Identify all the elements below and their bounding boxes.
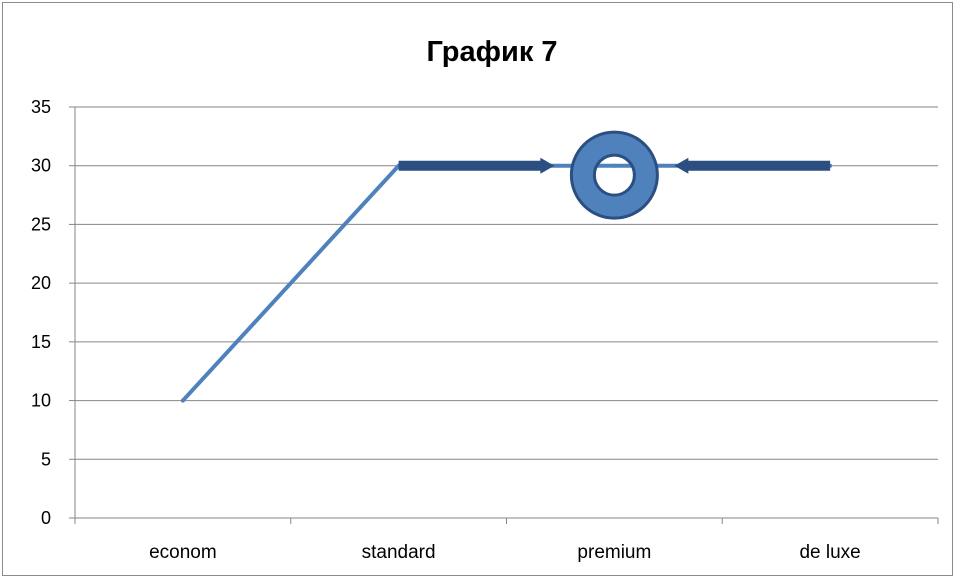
x-category-labels: econom standard premium de luxe: [149, 542, 861, 563]
data-point: [612, 163, 617, 168]
data-point: [180, 398, 185, 403]
ring-outer-edge: [569, 130, 659, 220]
y-tick-label: 30: [31, 156, 51, 176]
y-tick-label: 0: [41, 508, 51, 528]
x-category-label: premium: [577, 542, 651, 563]
y-tick-label: 5: [41, 449, 51, 469]
x-category-label: standard: [362, 542, 436, 563]
y-tick-label: 25: [31, 214, 51, 234]
y-tick-label: 20: [31, 273, 51, 293]
y-tick-label: 15: [31, 332, 51, 352]
y-tick-labels: 0 5 10 15 20 25 30 35: [31, 97, 51, 528]
grid: [75, 106, 938, 460]
y-tick-label: 35: [31, 97, 51, 117]
y-tick-label: 10: [31, 391, 51, 411]
ring-inner-edge: [592, 153, 636, 197]
chart-title: График 7: [426, 36, 557, 68]
arrow-right: [398, 157, 555, 174]
annotation-layer: [398, 130, 831, 220]
arrow-left: [674, 157, 831, 174]
ring-marker: [571, 132, 658, 219]
x-category-label: econom: [149, 542, 217, 563]
x-category-label: de luxe: [799, 542, 860, 563]
axes: [69, 106, 939, 524]
